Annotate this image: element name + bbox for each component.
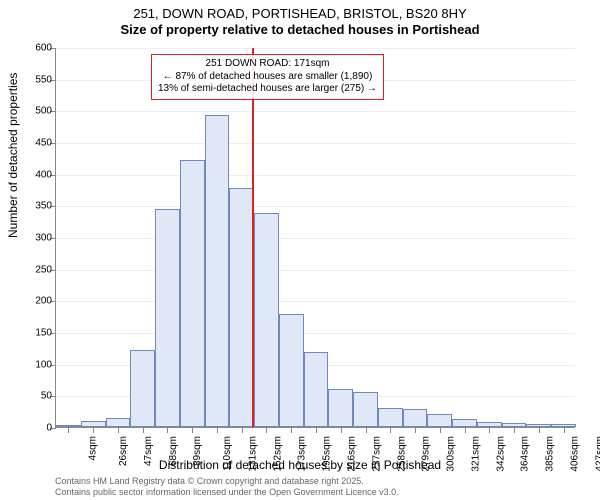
grid-line — [56, 270, 575, 271]
x-tick-label: 364sqm — [520, 436, 531, 472]
x-tick — [68, 427, 69, 433]
y-tick-label: 0 — [46, 423, 52, 434]
y-tick-label: 450 — [35, 138, 52, 149]
x-tick-label: 152sqm — [272, 436, 283, 472]
y-tick-label: 600 — [35, 43, 52, 54]
x-tick — [217, 427, 218, 433]
y-tick-label: 500 — [35, 106, 52, 117]
x-tick-label: 173sqm — [297, 436, 308, 472]
grid-line — [56, 301, 575, 302]
histogram-bar — [130, 350, 155, 427]
y-tick-label: 250 — [35, 264, 52, 275]
x-tick — [192, 427, 193, 433]
x-tick-label: 89sqm — [192, 436, 203, 466]
grid-line — [56, 238, 575, 239]
x-tick-label: 406sqm — [569, 436, 580, 472]
y-tick-label: 200 — [35, 296, 52, 307]
x-tick — [118, 427, 119, 433]
histogram-bar — [279, 314, 304, 427]
x-tick-label: 279sqm — [421, 436, 432, 472]
x-tick — [440, 427, 441, 433]
x-tick — [143, 427, 144, 433]
histogram-bar — [229, 188, 254, 427]
footer-line-2: Contains public sector information licen… — [55, 487, 399, 498]
x-tick-label: 26sqm — [118, 436, 129, 466]
histogram-bar — [353, 392, 378, 427]
x-tick — [564, 427, 565, 433]
x-tick-label: 4sqm — [88, 436, 99, 460]
x-tick-label: 195sqm — [322, 436, 333, 472]
histogram-bar — [452, 419, 477, 427]
x-tick-label: 68sqm — [168, 436, 179, 466]
x-tick-label: 131sqm — [248, 436, 259, 472]
x-tick — [366, 427, 367, 433]
histogram-bar — [304, 352, 329, 427]
x-tick-label: 342sqm — [495, 436, 506, 472]
grid-line — [56, 206, 575, 207]
annotation-line: 251 DOWN ROAD: 171sqm — [158, 58, 377, 71]
y-tick-label: 400 — [35, 169, 52, 180]
y-tick-label: 50 — [41, 391, 52, 402]
chart-footer: Contains HM Land Registry data © Crown c… — [55, 476, 399, 498]
x-tick — [539, 427, 540, 433]
footer-line-1: Contains HM Land Registry data © Crown c… — [55, 476, 399, 487]
histogram-bar — [205, 115, 230, 427]
x-tick — [489, 427, 490, 433]
histogram-bar — [106, 418, 131, 428]
title-main: 251, DOWN ROAD, PORTISHEAD, BRISTOL, BS2… — [0, 0, 600, 21]
x-tick-label: 47sqm — [143, 436, 154, 466]
x-tick-label: 237sqm — [371, 436, 382, 472]
x-tick — [390, 427, 391, 433]
x-tick — [415, 427, 416, 433]
chart-container: 251, DOWN ROAD, PORTISHEAD, BRISTOL, BS2… — [0, 0, 600, 500]
x-tick — [291, 427, 292, 433]
annotation-line: 13% of semi-detached houses are larger (… — [158, 83, 377, 96]
x-tick-label: 300sqm — [446, 436, 457, 472]
annotation-box: 251 DOWN ROAD: 171sqm← 87% of detached h… — [151, 54, 384, 100]
histogram-bar — [180, 160, 205, 427]
x-tick — [242, 427, 243, 433]
y-axis-label: Number of detached properties — [6, 73, 20, 238]
annotation-line: ← 87% of detached houses are smaller (1,… — [158, 71, 377, 84]
histogram-bar — [254, 213, 279, 427]
grid-line — [56, 175, 575, 176]
title-sub: Size of property relative to detached ho… — [0, 21, 600, 37]
x-tick-label: 385sqm — [545, 436, 556, 472]
x-tick-label: 216sqm — [347, 436, 358, 472]
grid-line — [56, 48, 575, 49]
histogram-bar — [155, 209, 180, 428]
y-tick-label: 100 — [35, 359, 52, 370]
plot-area: 251 DOWN ROAD: 171sqm← 87% of detached h… — [55, 48, 575, 428]
x-tick — [167, 427, 168, 433]
y-tick-label: 150 — [35, 328, 52, 339]
reference-line — [252, 48, 254, 427]
histogram-bar — [328, 389, 353, 427]
x-tick-label: 110sqm — [222, 436, 233, 471]
histogram-bar — [427, 414, 452, 427]
x-tick — [266, 427, 267, 433]
y-tick-label: 550 — [35, 74, 52, 85]
x-tick-label: 321sqm — [470, 436, 481, 472]
y-tick-label: 350 — [35, 201, 52, 212]
x-tick-label: 258sqm — [396, 436, 407, 472]
x-tick — [341, 427, 342, 433]
x-tick — [316, 427, 317, 433]
x-tick — [93, 427, 94, 433]
grid-line — [56, 143, 575, 144]
histogram-bar — [378, 408, 403, 427]
x-tick — [514, 427, 515, 433]
grid-line — [56, 333, 575, 334]
x-tick-label: 427sqm — [594, 436, 600, 472]
grid-line — [56, 111, 575, 112]
x-tick — [465, 427, 466, 433]
y-tick-label: 300 — [35, 233, 52, 244]
histogram-bar — [403, 409, 428, 427]
